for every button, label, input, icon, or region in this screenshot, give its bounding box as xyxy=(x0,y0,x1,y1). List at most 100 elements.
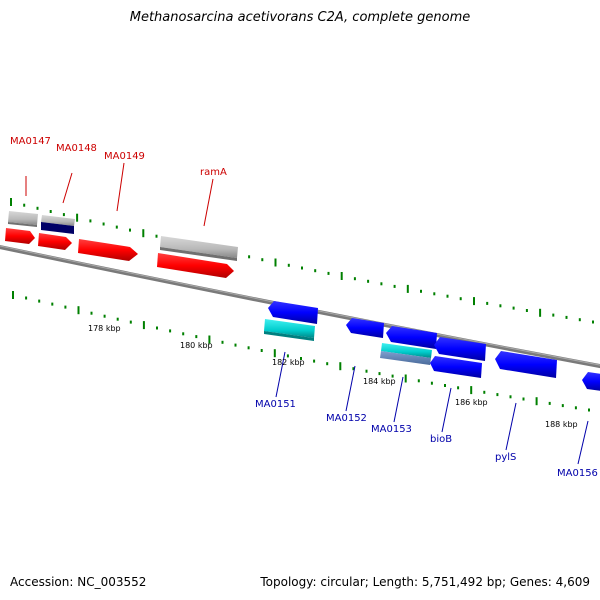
scale-label-186: 186 kbp xyxy=(455,398,488,407)
minor-tick xyxy=(287,263,290,267)
gene-label-ma0151: MA0151 xyxy=(255,399,296,410)
gene-ma0147 xyxy=(5,228,35,244)
major-tick xyxy=(208,335,211,344)
gene-biob-lower xyxy=(430,356,482,378)
minor-tick xyxy=(89,219,92,223)
minor-tick xyxy=(417,379,420,383)
gene-ma0148-gray xyxy=(41,215,75,226)
lower-tick-row xyxy=(12,291,590,412)
gene-labels: MA0147 MA0148 MA0149 ramA MA0151 MA0152 … xyxy=(10,136,598,479)
gene-rama-gray xyxy=(160,236,238,258)
major-tick xyxy=(539,308,542,317)
scale-label-180: 180 kbp xyxy=(180,341,213,350)
minor-tick xyxy=(64,305,67,309)
gene-ma0148 xyxy=(38,233,72,250)
gene-ma0153-steel xyxy=(380,351,431,365)
major-tick xyxy=(470,386,473,395)
minor-tick xyxy=(156,326,158,330)
minor-tick xyxy=(36,206,39,210)
minor-tick xyxy=(314,269,317,273)
major-tick xyxy=(274,258,277,267)
minor-tick xyxy=(102,222,105,226)
major-tick xyxy=(12,291,14,299)
minor-tick xyxy=(301,266,303,270)
major-tick xyxy=(10,198,12,206)
scale-label-184: 184 kbp xyxy=(363,377,396,386)
minor-tick xyxy=(565,315,568,319)
minor-tick xyxy=(457,386,460,390)
minor-tick xyxy=(260,349,263,352)
minor-tick xyxy=(25,296,28,300)
gene-label-ma0156: MA0156 xyxy=(557,468,598,479)
minor-tick xyxy=(49,210,52,213)
minor-tick xyxy=(496,393,499,397)
minor-tick xyxy=(525,309,528,312)
minor-tick xyxy=(300,357,302,360)
gene-pyls xyxy=(495,351,557,378)
major-tick xyxy=(535,397,538,406)
minor-tick xyxy=(378,372,381,376)
major-tick xyxy=(142,229,145,238)
gene-biob xyxy=(434,337,486,361)
minor-tick xyxy=(155,234,158,238)
gene-ma0147-gray xyxy=(8,211,38,225)
forward-strand-genes xyxy=(5,211,238,278)
minor-tick xyxy=(522,397,525,401)
major-tick xyxy=(77,306,80,315)
minor-tick xyxy=(548,401,551,405)
scale-label-188: 188 kbp xyxy=(545,420,578,429)
minor-tick xyxy=(420,289,422,293)
minor-tick xyxy=(261,258,264,262)
minor-tick xyxy=(169,329,172,333)
scale-label-182: 182 kbp xyxy=(272,358,305,367)
gene-label-pyls: pylS xyxy=(495,452,516,463)
minor-tick xyxy=(574,406,577,410)
minor-tick xyxy=(90,311,93,315)
minor-tick xyxy=(62,213,65,217)
gene-label-ma0153: MA0153 xyxy=(371,424,412,435)
minor-tick xyxy=(509,395,512,399)
gene-label-ma0149: MA0149 xyxy=(104,151,145,162)
minor-tick xyxy=(393,284,396,288)
minor-tick xyxy=(234,343,237,347)
minor-tick xyxy=(286,354,289,358)
gene-ma0153-cyan xyxy=(381,343,432,358)
minor-tick xyxy=(483,390,486,394)
minor-tick xyxy=(248,255,251,259)
gene-ma0153 xyxy=(386,326,437,349)
topology-text: Topology: circular; Length: 5,751,492 bp… xyxy=(260,575,590,589)
minor-tick xyxy=(116,317,119,321)
upper-tick-row xyxy=(10,198,594,324)
major-tick xyxy=(339,362,342,371)
minor-tick xyxy=(247,346,250,350)
minor-tick xyxy=(444,384,446,387)
gene-ma0151-cyan xyxy=(264,319,315,338)
major-tick xyxy=(76,213,79,222)
major-tick xyxy=(406,284,409,293)
minor-tick xyxy=(552,313,555,317)
gene-label-ma0147: MA0147 xyxy=(10,136,51,147)
minor-tick xyxy=(221,340,224,344)
major-tick xyxy=(340,272,343,280)
minor-tick xyxy=(182,332,185,336)
gene-ma0156 xyxy=(582,372,600,391)
minor-tick xyxy=(391,374,394,378)
minor-tick xyxy=(326,362,329,366)
minor-tick xyxy=(51,302,54,306)
minor-tick xyxy=(103,314,106,318)
gene-ma0152 xyxy=(346,318,384,338)
minor-tick xyxy=(430,381,433,385)
label-leaders xyxy=(25,162,589,465)
minor-tick xyxy=(129,228,131,232)
minor-tick xyxy=(365,369,368,373)
minor-tick xyxy=(592,320,594,324)
minor-tick xyxy=(129,320,132,324)
major-tick xyxy=(142,321,145,330)
minor-tick xyxy=(561,404,564,408)
scale-label-178: 178 kbp xyxy=(88,324,121,333)
gene-label-biob: bioB xyxy=(430,434,452,445)
minor-tick xyxy=(499,304,502,308)
minor-tick xyxy=(486,301,489,305)
minor-tick xyxy=(352,367,355,371)
minor-tick xyxy=(588,408,590,412)
